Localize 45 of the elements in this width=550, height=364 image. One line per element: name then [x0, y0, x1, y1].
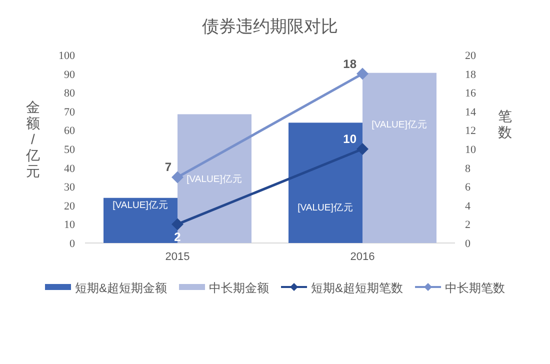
y-tick-label: 70 [64, 106, 76, 118]
x-tick-label: 2015 [165, 251, 190, 263]
y2-tick-label: 12 [465, 125, 476, 138]
y2-axis-title: 笔数 [498, 108, 512, 140]
data-label: 2 [174, 230, 182, 244]
y-axis-title: 金额/亿元 [25, 99, 40, 179]
y2-tick-label: 14 [465, 106, 476, 118]
y-tick-label: 40 [64, 162, 76, 175]
x-tick-label: 2016 [350, 251, 375, 263]
legend-label: 短期&超短期笔数 [311, 281, 404, 295]
y-tick-label: 0 [70, 238, 76, 250]
point [172, 171, 184, 184]
point [356, 143, 368, 155]
y2-tick-label: 0 [465, 238, 471, 250]
bar [288, 122, 362, 243]
bar [362, 72, 436, 243]
y2-tick-label: 10 [465, 144, 476, 156]
data-label: 7 [164, 160, 172, 174]
y2-tick-label: 2 [465, 219, 470, 232]
y-tick-label: 50 [64, 144, 76, 156]
data-label: [VALUE]亿元 [372, 119, 428, 130]
y2-tick-label: 8 [465, 162, 471, 175]
point [172, 218, 184, 230]
y2-tick-label: 4 [465, 200, 471, 212]
y2-tick-label: 16 [465, 88, 476, 100]
y-tick-label: 90 [64, 68, 76, 81]
y-tick-label: 20 [64, 200, 76, 212]
chart-title: 债券违约期限对比 [202, 17, 338, 36]
y-tick-label: 80 [64, 88, 76, 100]
point [356, 68, 368, 80]
y-tick-label: 60 [64, 125, 76, 138]
legend-label: 中长期笔数 [445, 281, 506, 295]
data-label: [VALUE]亿元 [112, 200, 168, 212]
y2-tick-label: 18 [465, 68, 476, 81]
data-label: 10 [343, 132, 357, 146]
data-label: [VALUE]亿元 [186, 174, 242, 186]
y-tick-label: 100 [58, 50, 76, 62]
y2-tick-label: 6 [465, 182, 471, 194]
data-label: [VALUE]亿元 [298, 202, 354, 214]
y-tick-label: 10 [64, 219, 76, 232]
legend-label: 短期&超短期金额 [75, 281, 168, 295]
y-tick-label: 30 [64, 182, 76, 194]
legend-label: 中长期金额 [209, 281, 270, 295]
data-label: 18 [343, 56, 357, 71]
y2-tick-label: 20 [465, 50, 476, 62]
